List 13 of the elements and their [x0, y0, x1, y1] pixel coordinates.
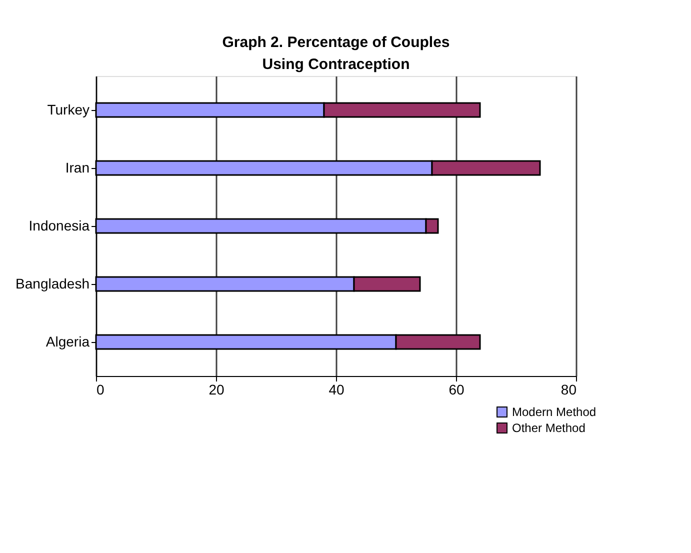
x-tick-label: 80: [560, 382, 577, 398]
legend-label: Other Method: [512, 421, 586, 435]
y-tick-label: Algeria: [46, 334, 90, 350]
y-tick-label: Indonesia: [28, 218, 90, 234]
y-tick-label: Iran: [65, 160, 90, 176]
y-tick-label: Turkey: [47, 102, 90, 118]
x-tick-label: 40: [328, 382, 344, 398]
x-tick-label: 60: [448, 382, 464, 398]
legend-label: Modern Method: [512, 405, 596, 419]
y-tick-label: Bangladesh: [16, 276, 90, 292]
x-tick-label: 0: [96, 382, 104, 398]
x-tick-label: 20: [208, 382, 224, 398]
chart-title: Graph 2. Percentage of Couples Using Contraception: [222, 34, 450, 73]
